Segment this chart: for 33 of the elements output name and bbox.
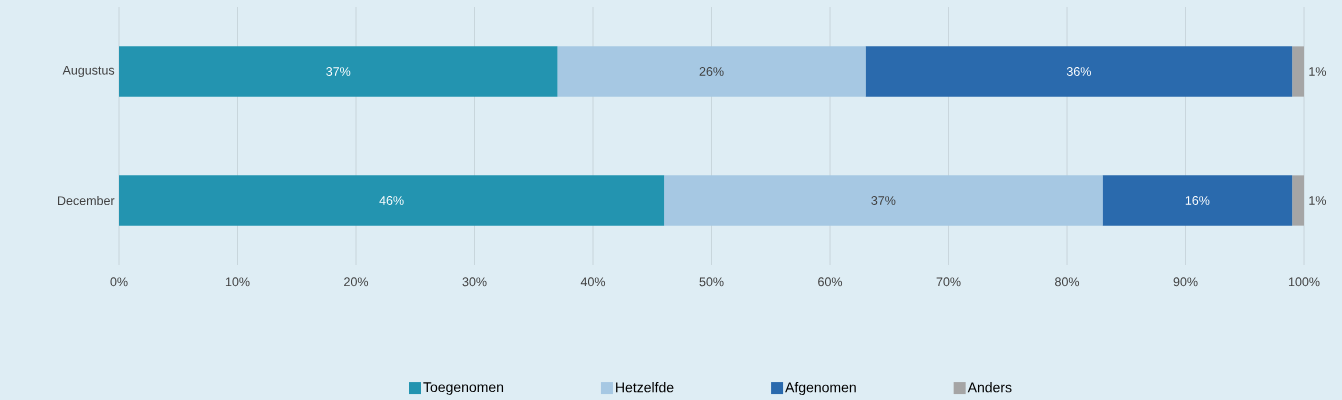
legend-label: Afgenomen [785, 382, 856, 396]
data-label: 37% [326, 67, 351, 76]
data-label: 26% [699, 67, 724, 76]
x-tick-label: 60% [818, 277, 843, 287]
y-tick-label: Augustus [62, 65, 115, 78]
data-label: 1% [1309, 67, 1327, 76]
x-tick-label: 30% [462, 277, 487, 287]
x-tick-label: 20% [344, 277, 369, 287]
x-tick-label: 70% [936, 277, 961, 287]
data-label: 46% [379, 196, 404, 205]
data-label: 1% [1309, 196, 1327, 205]
x-tick-label: 40% [580, 277, 606, 287]
legend-label: Hetzelfde [616, 382, 674, 393]
bar [119, 175, 665, 226]
x-tick-label: 0% [110, 277, 128, 287]
bar [1102, 175, 1293, 226]
data-label: 36% [1066, 67, 1091, 76]
x-tick-label: 50% [699, 277, 724, 287]
x-tick-label: 100% [1288, 277, 1320, 287]
bar [1292, 175, 1305, 226]
x-tick-label: 80% [1055, 277, 1080, 287]
x-tick-label: 90% [1173, 277, 1198, 287]
y-tick-label: December [58, 195, 115, 206]
bar [557, 46, 866, 97]
legend-label: Anders [967, 382, 1012, 393]
x-tick-label: 10% [225, 277, 250, 287]
bar [1292, 46, 1305, 97]
legend-label: Toegenomen [423, 382, 504, 395]
bar [119, 46, 558, 97]
bar [664, 175, 1103, 226]
data-label: 16% [1185, 196, 1210, 205]
data-label: 37% [871, 196, 896, 205]
bar [865, 46, 1293, 97]
